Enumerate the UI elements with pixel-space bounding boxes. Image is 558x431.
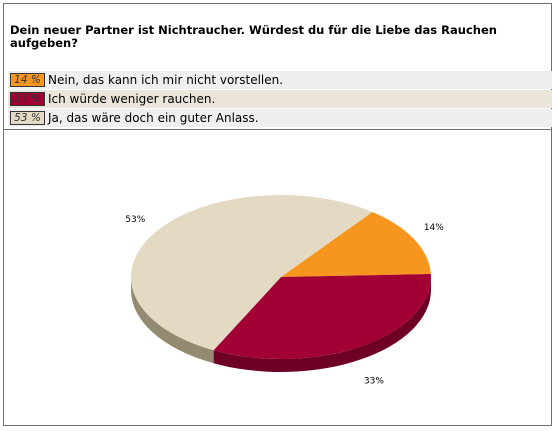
- section-divider: [4, 129, 551, 130]
- pie-slice: [213, 273, 432, 359]
- pie-sides: [131, 277, 431, 372]
- pie-data-label: 33%: [364, 376, 384, 386]
- pie-labels: 14% 33% 53%: [125, 215, 444, 386]
- pie-slice: [281, 211, 431, 277]
- poll-question: Dein neuer Partner ist Nichtraucher. Wür…: [10, 23, 497, 50]
- answer-row: 14 % Nein, das kann ich mir nicht vorste…: [8, 71, 552, 89]
- pie-slice-side: [213, 277, 431, 372]
- answer-list: 14 % Nein, das kann ich mir nicht vorste…: [8, 71, 552, 128]
- pie-chart: 14% 33% 53%: [125, 194, 444, 386]
- answer-row: 33 % Ich würde weniger rauchen.: [8, 90, 552, 108]
- pie-data-label: 53%: [125, 215, 145, 225]
- pie-slice-side: [131, 277, 214, 364]
- answer-label: Ja, das wäre doch ein guter Anlass.: [48, 111, 259, 125]
- answer-percent-badge: 53 %: [10, 111, 45, 125]
- answer-percent-badge: 14 %: [10, 73, 45, 87]
- poll-panel: Dein neuer Partner ist Nichtraucher. Wür…: [3, 3, 552, 426]
- pie-data-label: 14%: [424, 223, 444, 233]
- answer-label: Ich würde weniger rauchen.: [48, 92, 216, 106]
- pie-slices: [130, 194, 432, 359]
- answer-row: 53 % Ja, das wäre doch ein guter Anlass.: [8, 109, 552, 127]
- pie-slice: [130, 194, 373, 351]
- answer-percent-badge: 33 %: [10, 92, 45, 106]
- answer-label: Nein, das kann ich mir nicht vorstellen.: [48, 73, 284, 87]
